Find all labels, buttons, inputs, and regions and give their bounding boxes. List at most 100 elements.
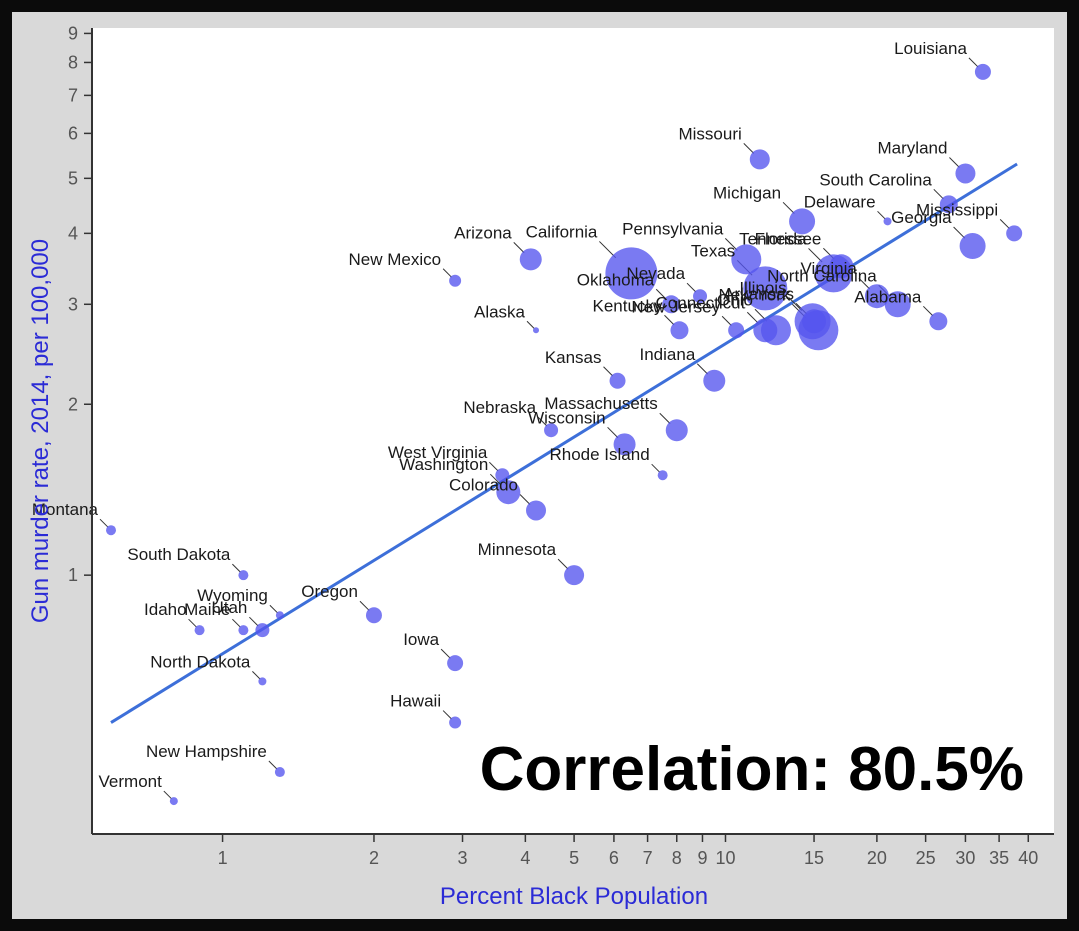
point-south-dakota xyxy=(238,570,249,581)
leader-south-dakota xyxy=(232,563,241,573)
leader-north-dakota xyxy=(252,671,261,680)
leader-vermont xyxy=(163,790,172,800)
point-vermont xyxy=(169,797,178,806)
x-axis-title: Percent Black Population xyxy=(440,883,708,910)
leader-florida xyxy=(808,248,823,263)
leader-mississippi xyxy=(999,219,1010,229)
y-tick-label: 3 xyxy=(68,294,78,314)
x-tick-label: 20 xyxy=(867,848,887,868)
leader-montana xyxy=(99,518,109,528)
x-tick-label: 1 xyxy=(218,848,228,868)
leader-washington xyxy=(489,473,502,486)
label-arkansas: Arkansas xyxy=(723,284,794,303)
point-arizona xyxy=(519,248,542,271)
leader-louisiana xyxy=(968,57,979,68)
leader-wisconsin xyxy=(607,426,619,439)
label-wyoming: Wyoming xyxy=(197,586,268,605)
x-tick-label: 5 xyxy=(569,848,579,868)
leader-nevada xyxy=(686,282,697,293)
point-maryland xyxy=(955,163,976,184)
label-maine: Maine xyxy=(184,600,230,619)
point-new-jersey xyxy=(728,322,745,339)
x-tick-label: 8 xyxy=(672,848,682,868)
leader-iowa xyxy=(440,648,451,659)
point-alabama xyxy=(929,312,948,331)
x-tick-label: 15 xyxy=(804,848,824,868)
label-north-carolina: North Carolina xyxy=(767,266,877,285)
point-virginia xyxy=(864,284,889,309)
leader-minnesota xyxy=(557,558,569,570)
label-oregon: Oregon xyxy=(301,582,358,601)
leader-kansas xyxy=(603,366,614,377)
label-massachusetts: Massachusetts xyxy=(544,394,657,413)
point-new-mexico xyxy=(449,274,462,287)
y-tick-label: 2 xyxy=(68,394,78,414)
label-washington: Washington xyxy=(399,455,488,474)
label-florida: Florida xyxy=(755,229,808,248)
leader-illinois xyxy=(788,296,803,311)
label-indiana: Indiana xyxy=(640,345,696,364)
y-tick-label: 4 xyxy=(68,223,78,243)
leader-pennsylvania xyxy=(724,237,738,251)
leader-alabama xyxy=(922,305,934,317)
leader-indiana xyxy=(696,363,709,375)
point-idaho xyxy=(194,625,205,636)
point-hawaii xyxy=(449,716,462,729)
x-tick-label: 6 xyxy=(609,848,619,868)
label-tennessee: Tennessee xyxy=(739,229,821,248)
point-colorado xyxy=(526,500,547,521)
label-new-jersey: New Jersey xyxy=(631,297,720,316)
leader-utah xyxy=(249,616,259,627)
point-kentucky xyxy=(670,321,689,340)
label-iowa: Iowa xyxy=(403,630,439,649)
point-south-carolina xyxy=(939,195,958,214)
leader-west-virginia xyxy=(488,461,499,472)
point-pennsylvania xyxy=(731,244,762,275)
point-nebraska xyxy=(544,423,559,438)
x-tick-label: 25 xyxy=(916,848,936,868)
leader-south-carolina xyxy=(933,188,944,200)
leader-nebraska xyxy=(537,416,548,427)
label-new-york: New York xyxy=(719,285,791,304)
point-georgia xyxy=(959,233,986,260)
point-oklahoma xyxy=(662,295,681,314)
x-ticks: 1 2 3 4 5 6 7 8 9 10 15 20 25 30 35 40 xyxy=(218,834,1038,868)
label-new-hampshire: New Hampshire xyxy=(146,742,267,761)
point-michigan xyxy=(789,208,816,235)
data-points xyxy=(106,63,1023,806)
leader-rhode-island xyxy=(651,463,661,473)
label-california: California xyxy=(526,222,598,241)
x-tick-label: 35 xyxy=(989,848,1009,868)
point-wisconsin xyxy=(613,433,636,456)
label-alabama: Alabama xyxy=(854,287,922,306)
label-missouri: Missouri xyxy=(678,124,741,143)
axes xyxy=(91,28,1054,835)
point-iowa xyxy=(447,655,464,672)
leader-wyoming xyxy=(269,604,278,614)
point-missouri xyxy=(749,149,770,170)
point-massachusetts xyxy=(665,419,688,442)
label-virginia: Virginia xyxy=(800,259,857,278)
leader-new-mexico xyxy=(442,268,452,278)
leader-virginia xyxy=(858,277,871,290)
label-idaho: Idaho xyxy=(144,600,187,619)
point-kansas xyxy=(609,372,626,389)
leader-michigan xyxy=(782,201,795,214)
label-hawaii: Hawaii xyxy=(390,692,441,711)
y-tick-label: 7 xyxy=(68,85,78,105)
leader-kentucky xyxy=(664,314,675,326)
plot-area xyxy=(92,28,1054,834)
label-louisiana: Louisiana xyxy=(894,39,967,58)
label-south-carolina: South Carolina xyxy=(819,170,932,189)
point-maine xyxy=(238,625,249,636)
point-nevada xyxy=(693,289,708,304)
label-illinois: Illinois xyxy=(739,278,786,297)
leader-georgia xyxy=(953,226,966,239)
correlation-annotation: Correlation: 80.5% xyxy=(480,735,1024,804)
x-tick-label: 10 xyxy=(715,848,735,868)
point-north-dakota xyxy=(258,677,267,686)
leader-new-jersey xyxy=(721,315,732,326)
label-oklahoma: Oklahoma xyxy=(577,270,655,289)
label-new-mexico: New Mexico xyxy=(349,250,442,269)
